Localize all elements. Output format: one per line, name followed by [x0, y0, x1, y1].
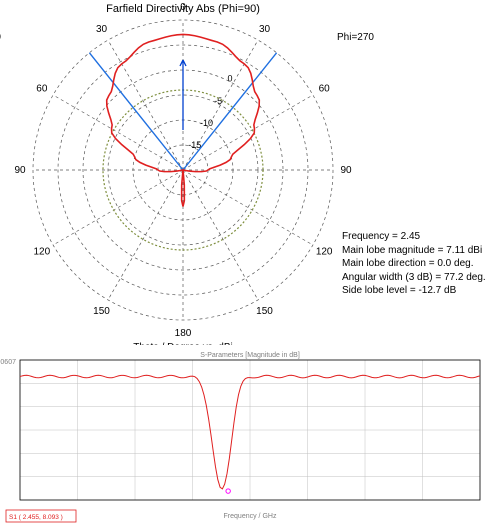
svg-text:120: 120 — [33, 247, 50, 258]
info-line-3: Angular width (3 dB) = 77.2 deg. — [342, 271, 486, 285]
svg-text:Phi= 90: Phi= 90 — [0, 32, 1, 43]
legend-text: S1 ( 2.455, 8.093 ) — [9, 514, 63, 521]
svg-text:0: 0 — [180, 2, 186, 13]
svg-text:1.0607: 1.0607 — [0, 359, 16, 366]
marker-icon — [226, 489, 230, 493]
svg-text:120: 120 — [316, 247, 333, 258]
measurement-info-block: Frequency = 2.45Main lobe magnitude = 7.… — [342, 230, 486, 298]
svg-text:60: 60 — [319, 84, 331, 95]
svg-text:90: 90 — [14, 165, 26, 176]
sparam-chart: S-Parameters [Magnitude in dB] Frequency … — [0, 345, 500, 525]
svg-text:90: 90 — [340, 165, 352, 176]
info-line-2: Main lobe direction = 0.0 deg. — [342, 257, 486, 271]
svg-text:-10: -10 — [200, 118, 213, 128]
svg-text:-15: -15 — [188, 140, 201, 150]
svg-text:0: 0 — [227, 74, 232, 84]
info-line-4: Side lobe level = -12.7 dB — [342, 284, 486, 298]
svg-text:60: 60 — [36, 84, 48, 95]
info-line-0: Frequency = 2.45 — [342, 230, 486, 244]
info-line-1: Main lobe magnitude = 7.11 dBi — [342, 244, 486, 258]
svg-text:150: 150 — [256, 306, 273, 317]
svg-text:30: 30 — [96, 24, 108, 35]
svg-text:Phi=270: Phi=270 — [337, 32, 374, 43]
svg-text:S-Parameters [Magnitude in dB]: S-Parameters [Magnitude in dB] — [200, 352, 300, 359]
svg-text:180: 180 — [175, 328, 192, 339]
svg-text:Frequency / GHz: Frequency / GHz — [224, 513, 277, 520]
svg-text:30: 30 — [259, 24, 271, 35]
svg-text:150: 150 — [93, 306, 110, 317]
